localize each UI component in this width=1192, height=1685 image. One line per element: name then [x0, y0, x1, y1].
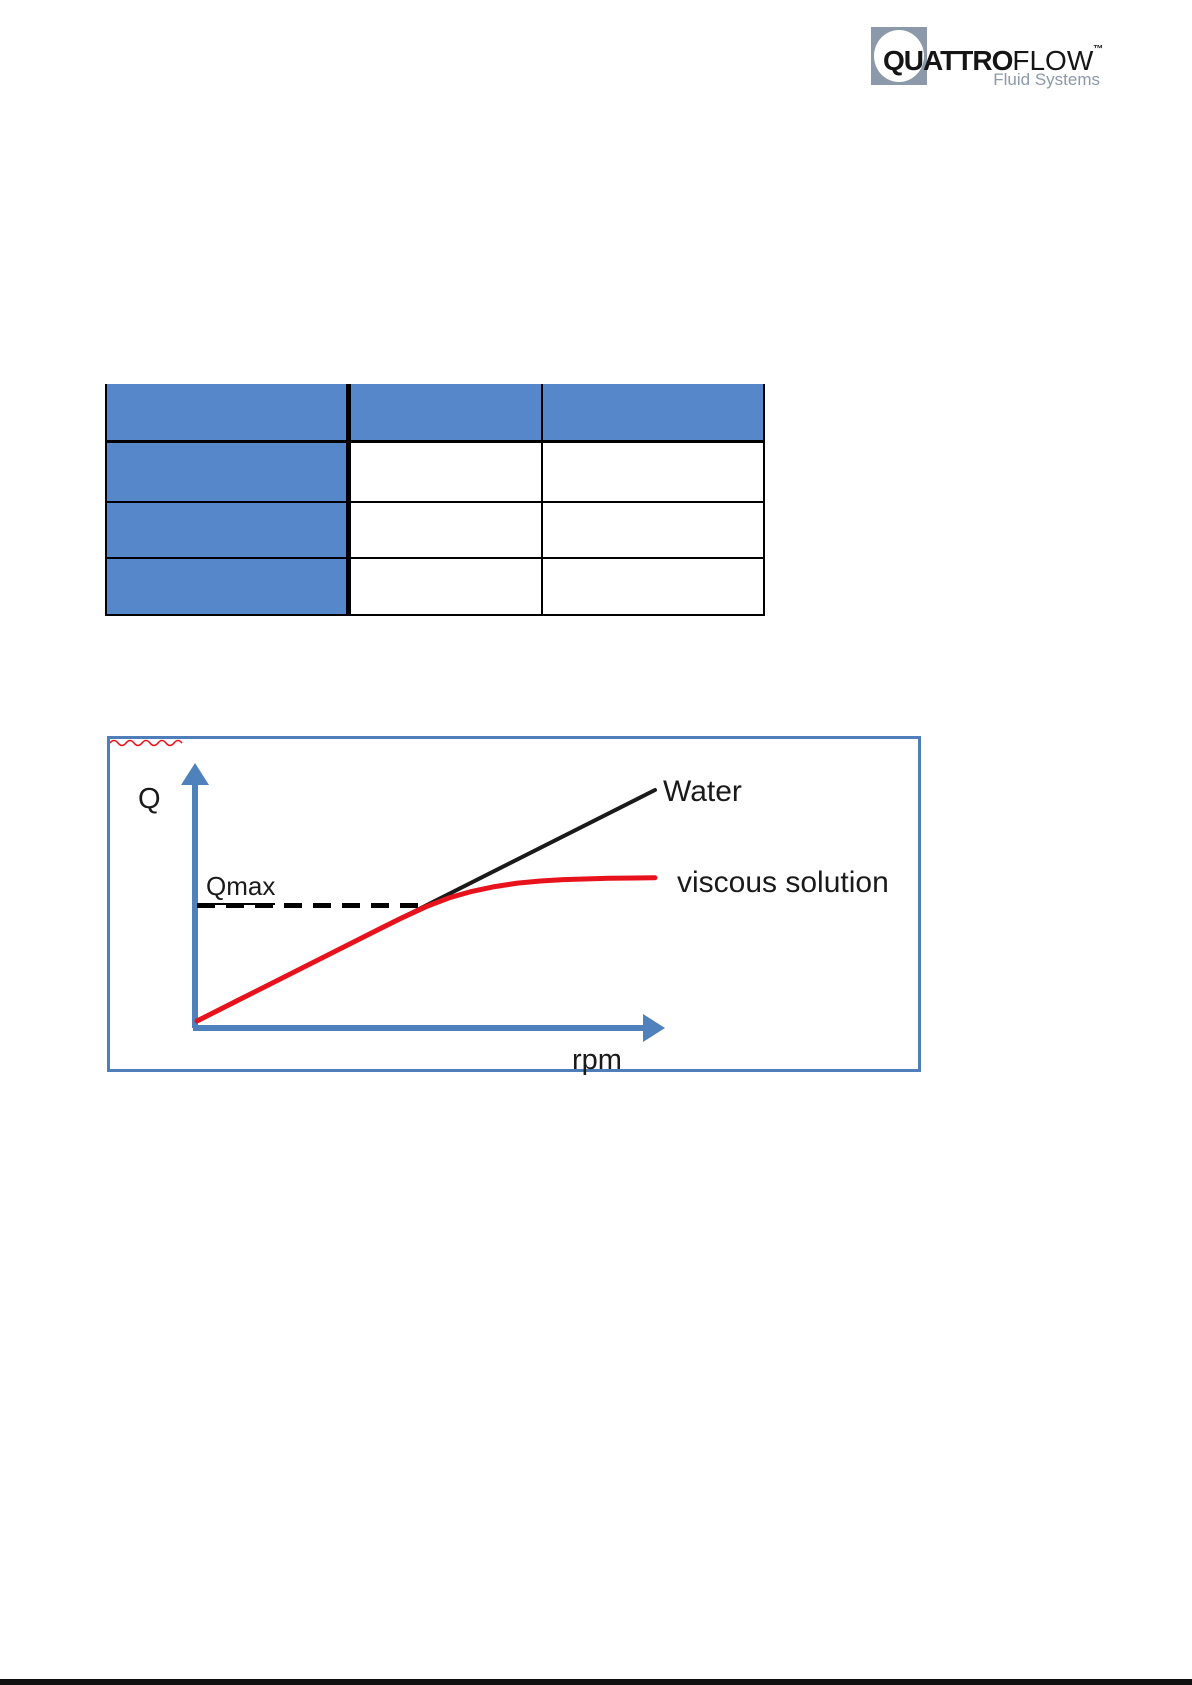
table-cell	[347, 501, 543, 559]
table-cell	[541, 440, 765, 503]
logo-brand-light: FLOW	[1012, 45, 1094, 76]
table-header-cell	[541, 384, 765, 443]
logo-mark-square	[871, 27, 927, 85]
table-header-cell	[105, 384, 351, 443]
logo-brand-bold: QUATTRO	[883, 45, 1013, 76]
spellcheck-squiggle-icon	[110, 739, 183, 747]
table-row	[105, 440, 765, 503]
viscous-series-label: viscous solution	[677, 866, 889, 899]
logo-mark-circle	[874, 30, 924, 82]
table-cell	[541, 557, 765, 616]
logo-wordmark: QUATTROFLOW™	[883, 44, 1103, 77]
page-footer-bar	[0, 1679, 1192, 1685]
water-series-label: Water	[663, 775, 742, 808]
qmax-label: Qmax	[206, 871, 276, 905]
logo-tagline: Fluid Systems	[993, 70, 1100, 89]
viscous-series-curve	[194, 875, 658, 1024]
trademark-symbol: ™	[1093, 44, 1104, 55]
flow-vs-rpm-figure: Q Qmax Water viscous solution rpm	[107, 736, 921, 1076]
table-header-row	[105, 384, 765, 443]
row-label-cell	[105, 557, 351, 616]
row-label-cell	[105, 440, 351, 503]
x-axis-arrowhead-icon	[643, 1014, 665, 1042]
table-cell	[347, 557, 543, 616]
y-axis-arrowhead-icon	[181, 763, 209, 785]
x-axis-label: rpm	[572, 1044, 622, 1076]
quattroflow-logo: QUATTROFLOW™ Fluid Systems	[858, 18, 1108, 102]
spec-table	[105, 384, 765, 616]
row-label-cell	[105, 501, 351, 559]
figure-canvas	[181, 763, 665, 1042]
table-row	[105, 557, 765, 616]
table-cell	[347, 440, 543, 503]
table-row	[105, 501, 765, 559]
table-header-cell	[347, 384, 543, 443]
y-axis-label: Q	[138, 783, 161, 815]
table-cell	[541, 501, 765, 559]
